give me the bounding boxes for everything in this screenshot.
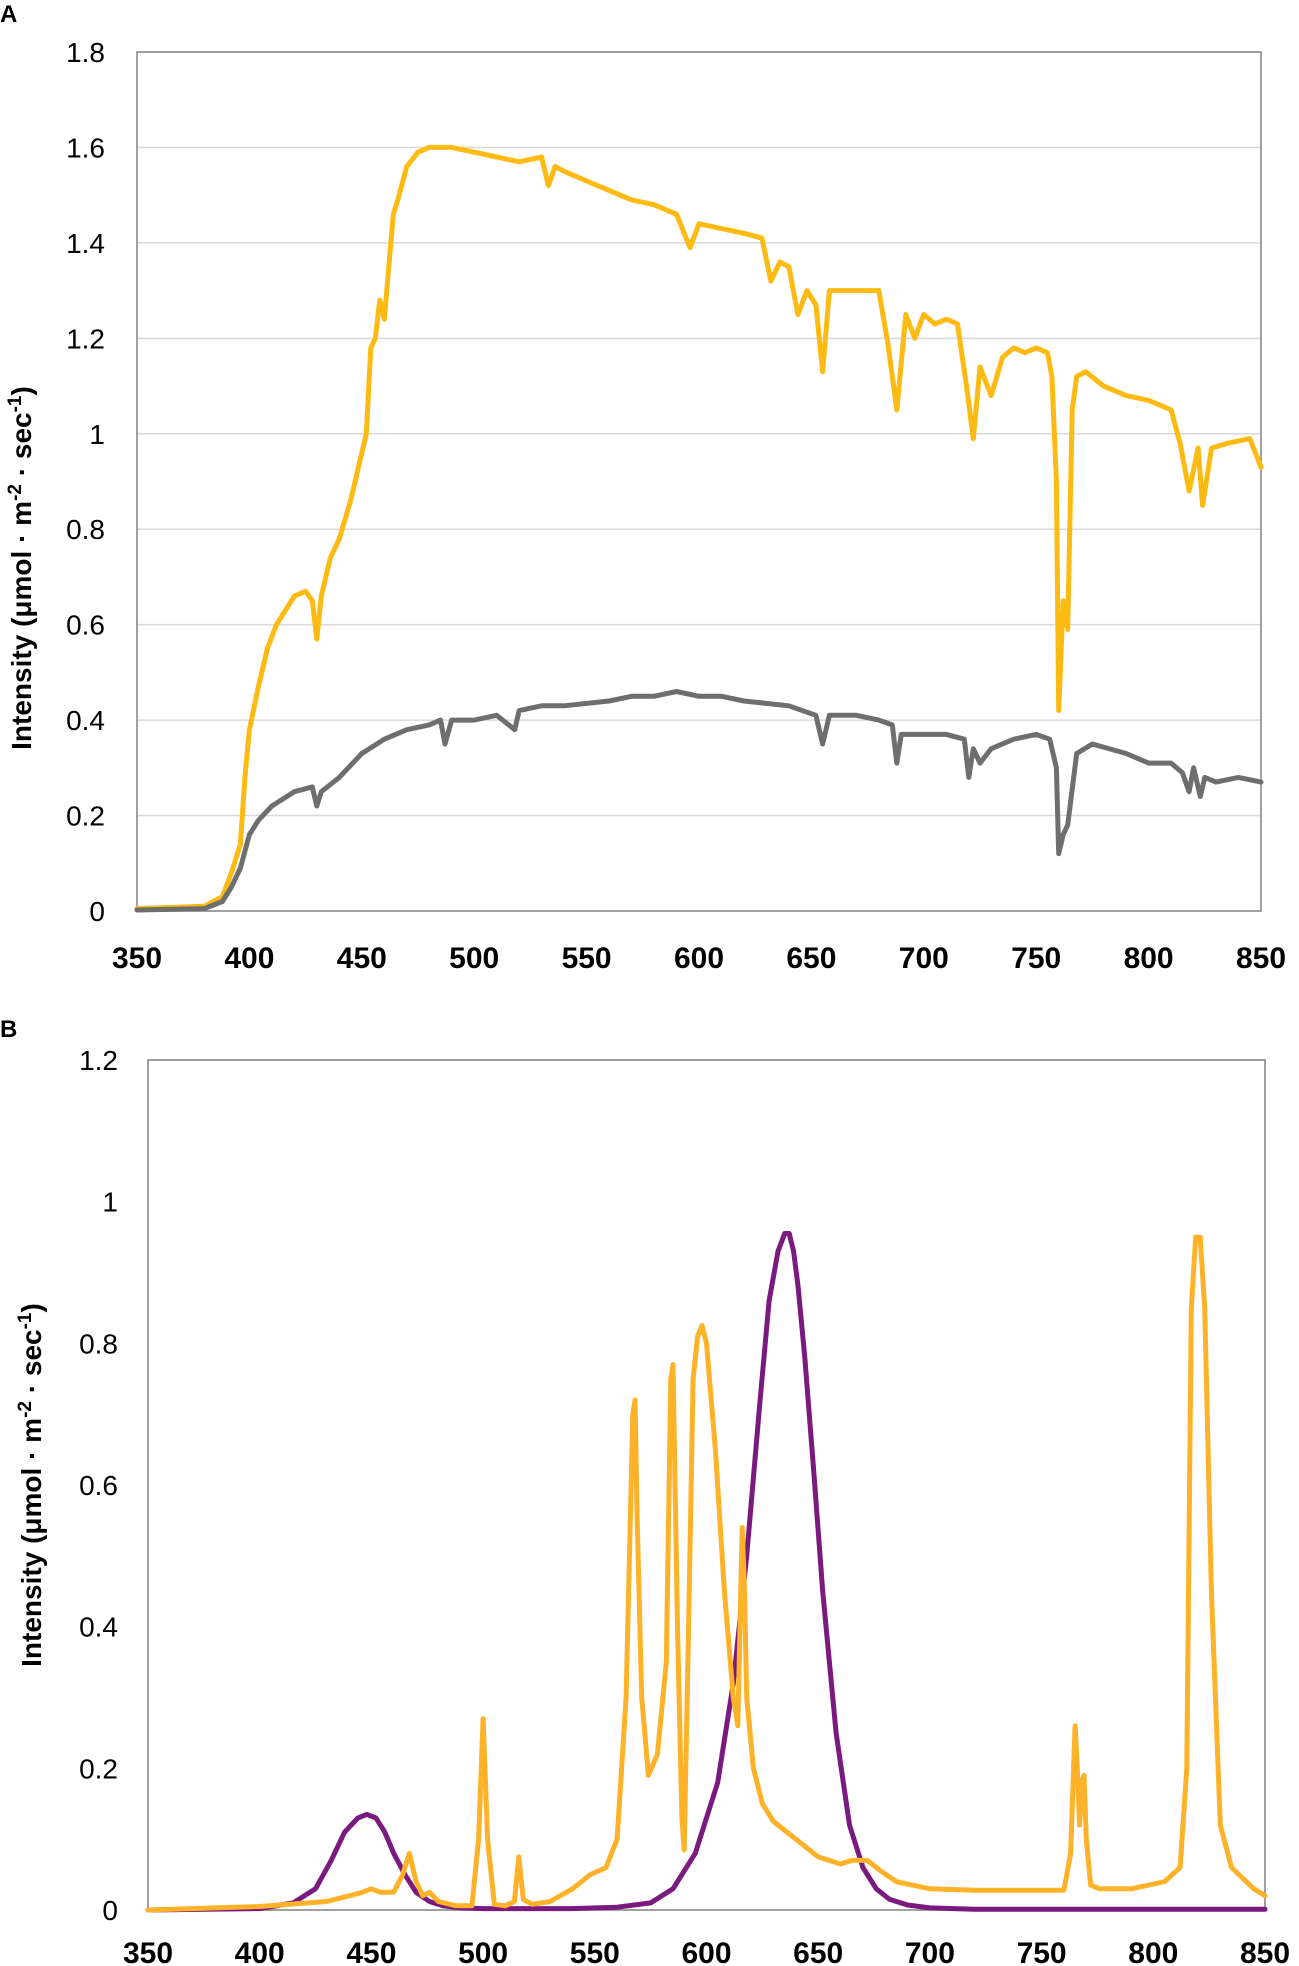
series-line-yellow: [134, 144, 1264, 912]
panel-a-y-axis-title: Intensity (μmol · m-2 · sec-1): [5, 386, 37, 750]
x-tick-label: 550: [562, 942, 612, 975]
panel-a-series-lines: [134, 144, 1264, 913]
panel-b-series-lines: [145, 1231, 1268, 1913]
x-tick-label: 700: [899, 942, 949, 975]
panel-a-y-tick-labels: 0 0.2 0.4 0.6 0.8 1 1.2 1.4 1.6 1.8: [66, 37, 105, 927]
x-tick-label: 850: [1240, 1937, 1290, 1966]
panel-a-plot-frame: [136, 51, 1262, 912]
x-tick-label: 650: [793, 1937, 843, 1966]
y-tick-label: 0.2: [66, 801, 105, 832]
series-line-gray: [134, 689, 1264, 913]
y-tick-label: 0: [89, 896, 105, 927]
y-tick-label: 0: [102, 1895, 118, 1926]
x-tick-label: 500: [458, 1937, 508, 1966]
x-tick-label: 850: [1236, 942, 1286, 975]
panel-b-x-tick-labels: 350 400 450 500 550 600 650 700 750 800 850: [123, 1937, 1290, 1966]
panel-a-x-tick-labels: 350 400 450 500 550 600 650 700 750 800 850: [112, 942, 1286, 975]
x-tick-label: 650: [786, 942, 836, 975]
y-tick-label: 1.8: [66, 37, 105, 68]
y-tick-label: 1.6: [66, 132, 105, 163]
x-tick-label: 700: [905, 1937, 955, 1966]
x-tick-label: 800: [1128, 1937, 1178, 1966]
y-tick-label: 0.8: [66, 514, 105, 545]
x-tick-label: 550: [570, 1937, 620, 1966]
x-tick-label: 400: [224, 942, 274, 975]
x-tick-label: 400: [235, 1937, 285, 1966]
panel-a-gridlines: [137, 146, 1261, 817]
y-tick-label: 0.2: [79, 1753, 118, 1784]
y-tick-label: 0.6: [66, 610, 105, 641]
panel-b-plot-frame: [147, 1059, 1266, 1911]
panel-b-y-tick-labels: 0 0.2 0.4 0.6 0.8 1 1.2: [79, 1045, 118, 1926]
series-line-purple: [145, 1231, 1268, 1913]
series-line-orange: [145, 1234, 1268, 1913]
x-tick-label: 350: [123, 1937, 173, 1966]
y-tick-label: 1: [102, 1187, 118, 1218]
y-tick-label: 1: [89, 419, 105, 450]
x-tick-label: 600: [674, 942, 724, 975]
panel-a-label: A: [0, 1, 17, 28]
x-tick-label: 750: [1011, 942, 1061, 975]
y-tick-label: 1.2: [79, 1045, 118, 1076]
y-tick-label: 0.8: [79, 1328, 118, 1359]
y-tick-label: 1.2: [66, 323, 105, 354]
y-tick-label: 0.4: [79, 1612, 118, 1643]
y-tick-label: 0.6: [79, 1470, 118, 1501]
panel-b-chart: B 0 0.2 0.4 0.6 0.8 1 1.2 350 400 450 500 550 600 65…: [0, 1016, 1290, 1966]
y-tick-label: 1.4: [66, 228, 105, 259]
x-tick-label: 450: [346, 1937, 396, 1966]
x-tick-label: 800: [1124, 942, 1174, 975]
x-tick-label: 450: [337, 942, 387, 975]
y-tick-label: 0.4: [66, 705, 105, 736]
x-tick-label: 750: [1017, 1937, 1067, 1966]
x-tick-label: 350: [112, 942, 162, 975]
panel-a-chart: A 0 0.2 0.4 0.6 0.8 1 1.2 1.4 1.6 1.8 350 400 450 50…: [0, 1, 1286, 975]
x-tick-label: 500: [449, 942, 499, 975]
x-tick-label: 600: [681, 1937, 731, 1966]
panel-b-y-axis-title: Intensity (μmol · m-2 · sec-1): [15, 1303, 47, 1667]
panel-b-label: B: [0, 1016, 17, 1043]
